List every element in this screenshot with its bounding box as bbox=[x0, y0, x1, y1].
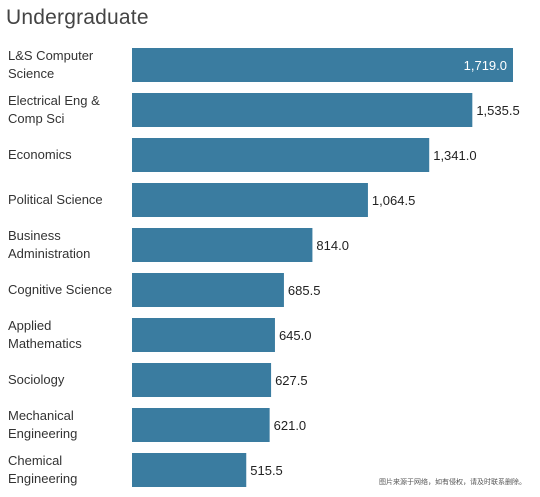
chart-title: Undergraduate bbox=[6, 6, 149, 29]
bar bbox=[132, 93, 473, 127]
data-label: 1,535.5 bbox=[476, 103, 519, 118]
bar bbox=[132, 453, 247, 487]
bar bbox=[132, 273, 284, 307]
data-label: 627.5 bbox=[275, 373, 308, 388]
bar bbox=[132, 138, 430, 172]
bar bbox=[132, 183, 368, 217]
category-label: L&S Computer Science bbox=[8, 48, 94, 81]
data-label: 1,719.0 bbox=[464, 58, 507, 73]
bar bbox=[132, 318, 275, 352]
category-label: Applied Mathematics bbox=[8, 318, 82, 351]
category-label: Mechanical Engineering bbox=[8, 408, 78, 441]
category-label: Electrical Eng & Comp Sci bbox=[8, 93, 100, 126]
data-label: 515.5 bbox=[250, 463, 283, 478]
category-label: Sociology bbox=[8, 372, 65, 387]
category-label: Chemical Engineering bbox=[8, 453, 78, 486]
data-label: 814.0 bbox=[316, 238, 349, 253]
data-label: 685.5 bbox=[288, 283, 321, 298]
bar bbox=[132, 48, 513, 82]
category-label: Cognitive Science bbox=[8, 282, 113, 297]
bar bbox=[132, 408, 270, 442]
category-label: Political Science bbox=[8, 192, 103, 207]
category-label: Economics bbox=[8, 147, 72, 162]
bar bbox=[132, 228, 313, 262]
data-label: 645.0 bbox=[279, 328, 312, 343]
data-label: 621.0 bbox=[274, 418, 307, 433]
category-label: Business Administration bbox=[8, 228, 91, 261]
watermark-text: 图片来源于网络，如有侵权，请及时联系删除。 bbox=[379, 478, 526, 486]
data-label: 1,341.0 bbox=[433, 148, 476, 163]
bar bbox=[132, 363, 272, 397]
data-label: 1,064.5 bbox=[372, 193, 415, 208]
